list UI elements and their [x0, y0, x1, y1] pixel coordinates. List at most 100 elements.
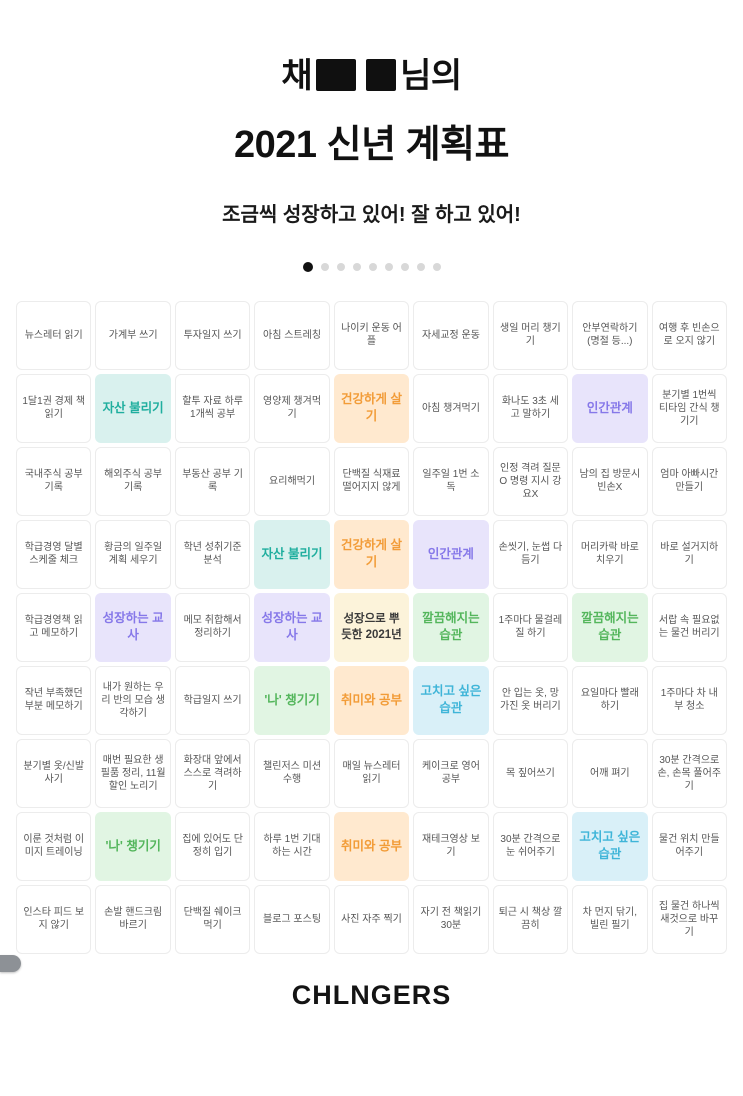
grid-cell: 내가 원하는 우리 반의 모습 생각하기 [95, 665, 171, 735]
grid-cell: 집 물건 하나씩 새것으로 바꾸기 [651, 884, 727, 954]
pagination-dot[interactable] [416, 262, 425, 271]
grid-cell: 학급일지 쓰기 [174, 665, 251, 735]
grid-cell: 자세교정 운동 [413, 300, 489, 370]
pagination-dot[interactable] [384, 262, 393, 271]
grid-cell: 자산 불리기 [95, 373, 171, 443]
grid-cell: 30분 간격으로 손, 손목 풀어주기 [651, 738, 727, 808]
grid-cell: 고치고 싶은 습관 [572, 811, 648, 881]
pagination-dot[interactable] [432, 262, 441, 271]
grid-cell: 성장하는 교사 [254, 592, 330, 662]
grid-cell: '나' 챙기기 [95, 811, 171, 881]
grid-cell: 엄마 아빠시간 만들기 [651, 446, 727, 516]
grid-cell: 생일 머리 챙기기 [492, 300, 569, 370]
pagination-dot[interactable] [400, 262, 409, 271]
grid-cell: 케이크로 영어공부 [413, 738, 489, 808]
grid-cell: 1주마다 차 내부 청소 [651, 665, 727, 735]
grid-cell: 목 짚어쓰기 [492, 738, 569, 808]
grid-cell: 집에 있어도 단정히 입기 [174, 811, 251, 881]
grid-cell: 해외주식 공부 기록 [95, 446, 171, 516]
grid-cell: 차 먼지 닦기, 빌린 필기 [572, 884, 648, 954]
grid-cell: 인정 격려 질문O 명령 지시 강요X [492, 446, 569, 516]
grid-cell: 블로그 포스팅 [254, 884, 330, 954]
grid-cell: 안부연락하기(명절 등...) [572, 300, 648, 370]
grid-cell: 이룬 것처럼 이미지 트레이닝 [16, 811, 92, 881]
redacted-name-block-2 [366, 59, 397, 92]
grid-cell: 메모 취합해서 정리하기 [174, 592, 251, 662]
grid-cell: 취미와 공부 [333, 811, 410, 881]
header: 채 님의 2021 신년 계획표 조금씩 성장하고 있어! 잘 하고 있어! [0, 0, 743, 227]
grid-cell: 어깨 펴기 [572, 738, 648, 808]
grid-cell: 학급경영책 읽고 메모하기 [16, 592, 92, 662]
pagination-dot[interactable] [336, 262, 345, 271]
pagination-dot[interactable] [320, 262, 329, 271]
grid-cell: 1달1권 경제 책읽기 [16, 373, 92, 443]
grid-cell: 취미와 공부 [333, 665, 410, 735]
grid-cell: 물건 위치 만들어주기 [651, 811, 727, 881]
grid-cell: 안 입는 옷, 망가진 옷 버리기 [492, 665, 569, 735]
grid-cell: 고치고 싶은 습관 [413, 665, 489, 735]
page-subtitle: 조금씩 성장하고 있어! 잘 하고 있어! [222, 203, 521, 226]
grid-cell: 성장하는 교사 [95, 592, 171, 662]
grid-cell: 퇴근 시 책상 깔끔히 [492, 884, 569, 954]
chlngers-logo: CHLNGERS [291, 979, 452, 1010]
grid-cell: 부동산 공부 기록 [174, 446, 251, 516]
grid-cell: 화나도 3초 세고 말하기 [492, 373, 569, 443]
grid-cell: '나' 챙기기 [254, 665, 330, 735]
grid-cell: 국내주식 공부 기록 [16, 446, 92, 516]
grid-cell: 단백질 쉐이크 먹기 [174, 884, 251, 954]
grid-cell: 깔끔해지는 습관 [413, 592, 489, 662]
grid-cell: 머리카락 바로 치우기 [572, 519, 648, 589]
grid-cell: 남의 집 방문시 빈손X [572, 446, 648, 516]
grid-cell: 작년 부족했던 부분 메모하기 [16, 665, 92, 735]
footer: CHLNGERS [0, 980, 743, 1011]
grid-cell: 자산 불리기 [254, 519, 330, 589]
mandalart-grid: 뉴스레터 읽기 가계부 쓰기 투자일지 쓰기 아침 스트레칭 나이키 운동 어플 자세교정… [16, 300, 727, 954]
grid-cell: 30분 간격으로 눈 쉬어주기 [492, 811, 569, 881]
page-title-line1: 채 님의 [0, 56, 743, 97]
grid-cell: 매번 필요한 생필품 정리, 11월 할인 노리기 [95, 738, 171, 808]
grid-cell: 손씻기, 눈썹 다듬기 [492, 519, 569, 589]
grid-cell: 깔끔해지는 습관 [572, 592, 648, 662]
pagination-dot-active[interactable] [302, 261, 313, 272]
grid-cell: 아침 챙겨먹기 [413, 373, 489, 443]
grid-cell: 분기별 옷/신발 사기 [16, 738, 92, 808]
left-edge-handle[interactable] [0, 955, 21, 972]
pagination-dot[interactable] [352, 262, 361, 271]
grid-cell: 하루 1번 기대하는 시간 [254, 811, 330, 881]
grid-cell: 뉴스레터 읽기 [16, 300, 92, 370]
grid-cell: 가계부 쓰기 [95, 300, 171, 370]
grid-cell: 학급경영 달별 스케줄 체크 [16, 519, 92, 589]
grid-cell: 나이키 운동 어플 [333, 300, 410, 370]
grid-cell: 학년 성취기준 분석 [174, 519, 251, 589]
grid-cell: 바로 설거지하기 [651, 519, 727, 589]
grid-cell: 인간관계 [572, 373, 648, 443]
title-prefix: 채 [281, 57, 313, 95]
grid-cell: 일주일 1번 소독 [413, 446, 489, 516]
grid-cell: 손발 핸드크림 바르기 [95, 884, 171, 954]
grid-cell: 챌린저스 미션 수행 [254, 738, 330, 808]
grid-cell: 서랍 속 필요없는 물건 버리기 [651, 592, 727, 662]
grid-cell: 성장으로 뿌듯한 2021년 [333, 592, 410, 662]
grid-cell: 영양제 챙겨먹기 [254, 373, 330, 443]
grid-cell: 황금의 일주일 계획 세우기 [95, 519, 171, 589]
title-suffix: 님의 [400, 57, 462, 95]
page-title-line2: 2021 신년 계획표 [234, 123, 509, 166]
grid-cell: 요일마다 빨래하기 [572, 665, 648, 735]
redacted-name-block-1 [316, 59, 357, 92]
grid-cell: 건강하게 살기 [333, 373, 410, 443]
grid-cell: 인스타 피드 보지 않기 [16, 884, 92, 954]
pagination-dots [0, 261, 743, 273]
grid-cell: 화장대 앞에서 스스로 격려하기 [174, 738, 251, 808]
grid-cell: 재테크영상 보기 [413, 811, 489, 881]
grid-cell: 사진 자주 찍기 [333, 884, 410, 954]
grid-cell: 1주마다 물걸레질 하기 [492, 592, 569, 662]
grid-cell: 건강하게 살기 [333, 519, 410, 589]
grid-cell: 할투 자료 하루 1개씩 공부 [174, 373, 251, 443]
grid-cell: 요리해먹기 [254, 446, 330, 516]
grid-cell: 자기 전 책읽기 30분 [413, 884, 489, 954]
grid-cell: 단백질 식재료 떨어지지 않게 [333, 446, 410, 516]
pagination-dot[interactable] [368, 262, 377, 271]
grid-cell: 분기별 1번씩 티타임 간식 챙기기 [651, 373, 727, 443]
grid-cell: 인간관계 [413, 519, 489, 589]
